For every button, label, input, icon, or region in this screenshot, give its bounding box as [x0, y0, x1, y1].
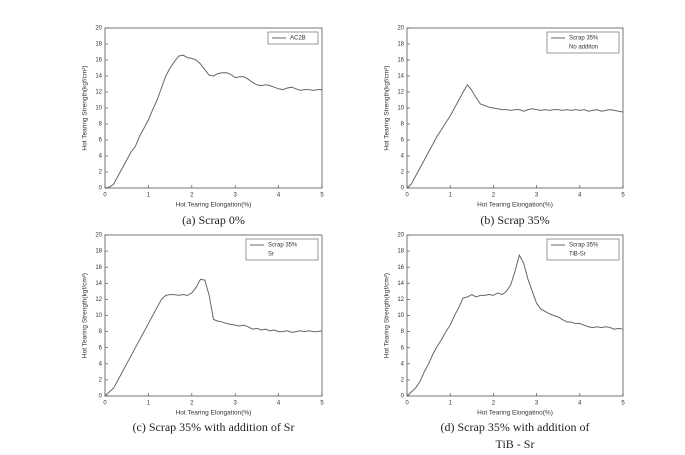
x-tick-label: 2 [190, 193, 194, 199]
y-tick-label: 18 [397, 249, 404, 255]
data-line [104, 54, 322, 189]
x-tick-label: 1 [147, 193, 151, 199]
y-tick-label: 8 [99, 329, 103, 335]
x-tick-label: 0 [103, 193, 107, 199]
y-tick-label: 16 [95, 265, 102, 271]
y-tick-label: 12 [95, 297, 102, 303]
y-tick-label: 20 [95, 233, 102, 239]
y-tick-label: 4 [99, 361, 103, 367]
y-tick-label: 0 [401, 186, 405, 192]
y-tick-label: 10 [95, 106, 102, 112]
y-axis-label: Hot Tearing Strength(kgf/cm²) [82, 273, 89, 358]
x-tick-label: 2 [190, 401, 194, 407]
y-tick-label: 20 [95, 26, 102, 32]
legend-label: Scrap 35% [569, 36, 599, 42]
x-tick-label: 5 [320, 401, 324, 407]
y-axis-label: Hot Tearing Strength(kgf/cm²) [82, 65, 89, 150]
y-tick-label: 18 [95, 249, 102, 255]
data-line [406, 253, 624, 397]
x-axis-label: Hot Tearing Elongation(%) [477, 202, 553, 209]
y-tick-label: 8 [401, 122, 405, 128]
y-tick-label: 20 [397, 26, 404, 32]
x-tick-label: 1 [449, 193, 453, 199]
y-tick-label: 2 [401, 170, 405, 176]
x-tick-label: 4 [277, 193, 281, 199]
caption: (a) Scrap 0% [182, 213, 245, 227]
x-tick-label: 4 [578, 401, 582, 407]
x-tick-label: 2 [492, 401, 496, 407]
x-tick-label: 3 [535, 401, 539, 407]
caption: (d) Scrap 35% with addition of [441, 420, 590, 434]
x-tick-label: 4 [277, 401, 281, 407]
y-tick-label: 8 [99, 122, 103, 128]
x-tick-label: 5 [621, 193, 625, 199]
x-tick-label: 1 [147, 401, 151, 407]
y-tick-label: 2 [99, 170, 103, 176]
legend-box [267, 31, 319, 45]
y-tick-label: 6 [99, 345, 103, 351]
caption: (b) Scrap 35% [480, 213, 549, 227]
x-axis-label: Hot Tearing Elongation(%) [176, 410, 252, 417]
legend-note: No additon [569, 45, 598, 51]
legend-note: Sr [268, 252, 274, 258]
legend-box [546, 238, 620, 261]
y-tick-label: 14 [397, 281, 404, 287]
caption: (c) Scrap 35% with addition of Sr [133, 420, 295, 434]
y-tick-label: 18 [397, 42, 404, 48]
y-tick-label: 4 [401, 154, 405, 160]
legend-label: Scrap 35% [268, 243, 298, 249]
y-axis-label: Hot Tearing Strength(kgf/cm²) [384, 273, 391, 358]
legend-label: Scrap 35% [569, 243, 599, 249]
y-tick-label: 4 [401, 361, 405, 367]
y-tick-label: 6 [401, 345, 405, 351]
x-tick-label: 5 [621, 401, 625, 407]
y-tick-label: 14 [95, 281, 102, 287]
x-tick-label: 5 [320, 193, 324, 199]
y-tick-label: 2 [99, 377, 103, 383]
legend-label: AC2B [290, 36, 306, 42]
x-tick-label: 3 [234, 193, 238, 199]
data-line [104, 278, 323, 397]
y-tick-label: 10 [397, 106, 404, 112]
x-tick-label: 3 [535, 193, 539, 199]
y-tick-label: 16 [397, 58, 404, 64]
y-tick-label: 14 [95, 74, 102, 80]
y-tick-label: 10 [397, 313, 404, 319]
y-tick-label: 6 [99, 138, 103, 144]
y-tick-label: 12 [397, 90, 404, 96]
y-tick-label: 6 [401, 138, 405, 144]
legend-box [546, 31, 620, 54]
x-tick-label: 3 [234, 401, 238, 407]
y-tick-label: 0 [99, 394, 103, 400]
y-tick-label: 0 [401, 394, 405, 400]
x-tick-label: 0 [103, 401, 107, 407]
caption: TiB - Sr [496, 437, 535, 451]
y-tick-label: 0 [99, 186, 103, 192]
x-tick-label: 2 [492, 193, 496, 199]
y-tick-label: 12 [397, 297, 404, 303]
x-axis-label: Hot Tearing Elongation(%) [176, 202, 252, 209]
y-tick-label: 10 [95, 313, 102, 319]
x-tick-label: 4 [578, 193, 582, 199]
y-tick-label: 16 [397, 265, 404, 271]
data-line [406, 83, 624, 189]
y-tick-label: 12 [95, 90, 102, 96]
y-axis-label: Hot Tearing Strength(kgf/cm²) [384, 65, 391, 150]
legend-note: TiB-Sr [569, 252, 586, 258]
y-tick-label: 8 [401, 329, 405, 335]
y-tick-label: 2 [401, 377, 405, 383]
y-tick-label: 16 [95, 58, 102, 64]
y-tick-label: 4 [99, 154, 103, 160]
x-tick-label: 0 [405, 193, 409, 199]
legend-box [245, 238, 319, 261]
x-tick-label: 0 [405, 401, 409, 407]
plot-frame [104, 27, 323, 189]
y-tick-label: 14 [397, 74, 404, 80]
x-tick-label: 1 [449, 401, 453, 407]
y-tick-label: 18 [95, 42, 102, 48]
y-tick-label: 20 [397, 233, 404, 239]
x-axis-label: Hot Tearing Elongatino(%) [477, 410, 553, 417]
